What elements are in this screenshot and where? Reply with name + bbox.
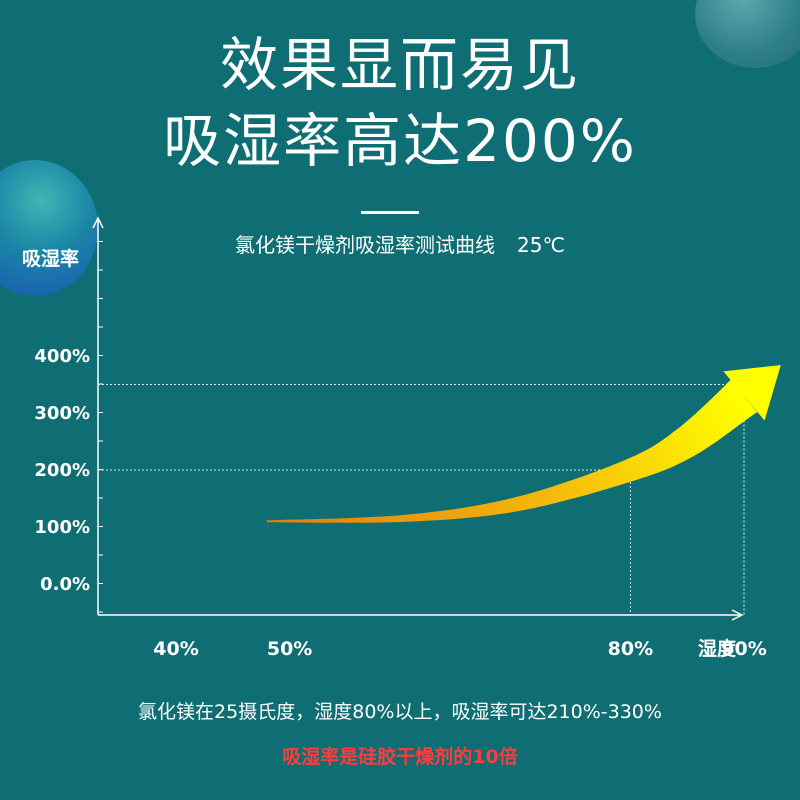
y-axis-label: 吸湿率 [22, 248, 80, 270]
temperature-label: 25℃ [517, 233, 565, 257]
y-tick-label: 300% [34, 403, 90, 424]
y-tick-label: 200% [34, 460, 90, 481]
footnote-text: 氯化镁在25摄氏度，湿度80%以上，吸湿率可达210%-330% [138, 701, 662, 723]
title-divider [361, 211, 419, 214]
curve-arrowhead [723, 365, 781, 421]
chart-axes [92, 216, 744, 621]
decorative-bubble-left [0, 160, 98, 296]
chart-title: 氯化镁干燥剂吸湿率测试曲线 [235, 233, 496, 257]
y-axis-arrow [92, 216, 104, 229]
headline-line-2: 吸湿率高达200% [163, 107, 637, 175]
x-axis-arrow [731, 609, 744, 621]
x-tick-label: 80% [608, 638, 653, 660]
x-tick-labels: 40% 50% 80% 90%湿度 [153, 637, 766, 660]
y-tick-label: 0.0% [40, 574, 90, 595]
x-tick-label: 50% [267, 638, 312, 660]
y-tick-label: 100% [34, 517, 90, 538]
highlight-text: 吸湿率是硅胶干燥剂的10倍 [282, 746, 518, 768]
y-tick-label: 400% [34, 346, 90, 367]
y-tick-labels: 0.0% 100% 200% 300% 400% [34, 346, 90, 595]
chart-guides [98, 384, 745, 615]
curve-group [266, 365, 781, 523]
chart-subtitle: 氯化镁干燥剂吸湿率测试曲线 25℃ [0, 229, 800, 258]
x-axis-label: 湿度 [698, 637, 737, 660]
headline-line-1: 效果显而易见 [219, 31, 580, 99]
moisture-curve [266, 379, 758, 523]
x-tick-label: 90% [721, 638, 766, 660]
x-tick-label: 40% [153, 638, 198, 660]
